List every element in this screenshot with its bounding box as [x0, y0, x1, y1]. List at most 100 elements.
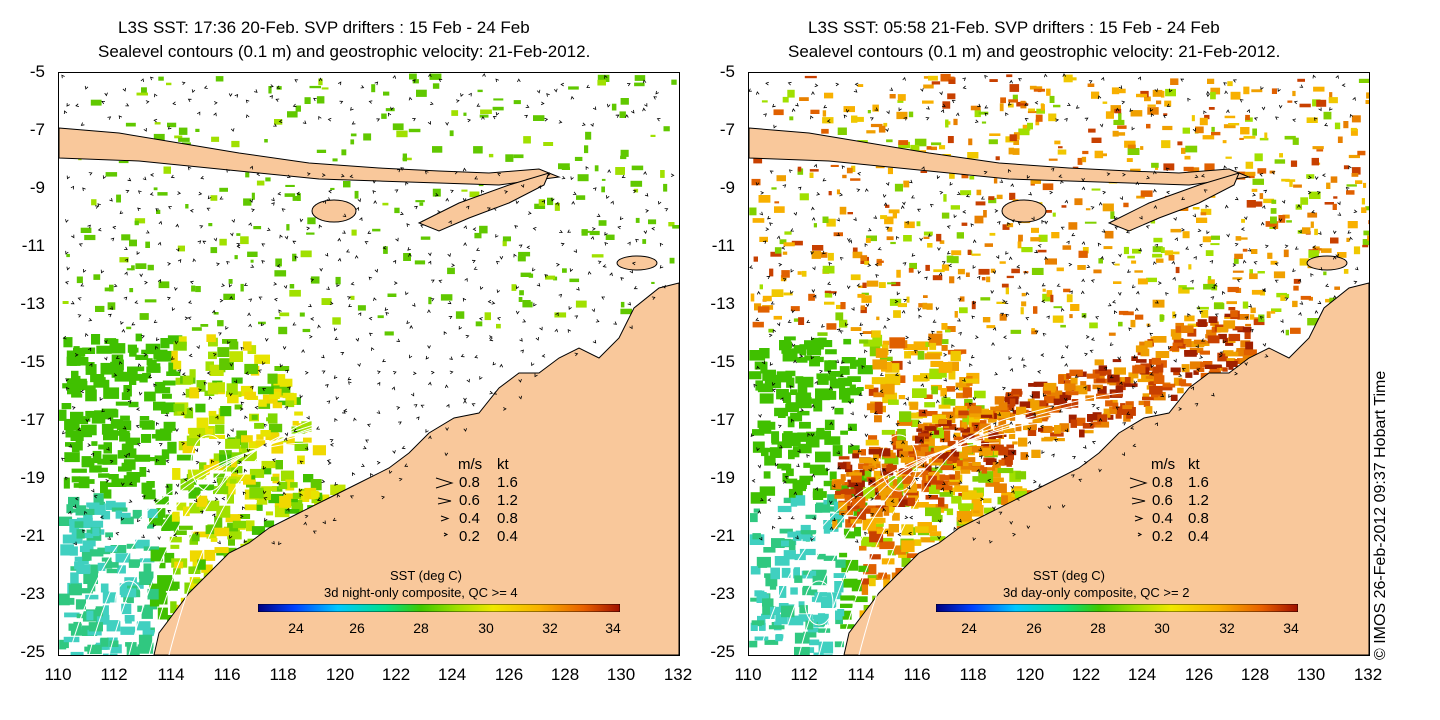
velocity-arrow [1325, 283, 1329, 287]
velocity-arrow [407, 247, 411, 251]
colorbar-tick: 32 [1219, 620, 1235, 636]
velocity-arrow [795, 535, 799, 540]
velocity-arrow [772, 525, 776, 530]
velocity-arrow [87, 347, 92, 352]
velocity-arrow [1317, 300, 1322, 305]
velocity-arrow [896, 291, 901, 296]
velocity-arrow [278, 541, 282, 546]
velocity-arrow [962, 378, 966, 382]
velocity-arrow [463, 225, 467, 229]
velocity-arrow [1005, 313, 1010, 318]
velocity-arrow [1009, 367, 1014, 372]
velocity-arrow [262, 465, 267, 470]
velocity-arrow [793, 359, 797, 364]
velocity-arrow [216, 262, 220, 267]
velocity-arrow [499, 363, 504, 368]
velocity-arrow [428, 260, 432, 265]
velocity-arrow [329, 301, 334, 305]
velocity-arrow [1051, 453, 1055, 458]
velocity-arrow [258, 296, 263, 300]
velocity-arrow [1115, 406, 1120, 410]
velocity-arrow [659, 265, 664, 269]
velocity-arrow [632, 189, 637, 194]
velocity-arrow [333, 375, 338, 379]
velocity-arrow [1247, 248, 1252, 252]
land-layer [749, 127, 1369, 655]
velocity-arrow [405, 181, 409, 186]
velocity-arrow [1049, 190, 1054, 195]
colorbar-tick: 34 [605, 620, 621, 636]
velocity-arrow [1317, 191, 1321, 195]
velocity-arrow [77, 314, 82, 318]
velocity-arrow [1025, 291, 1030, 296]
velocity-arrow [424, 170, 429, 175]
velocity-arrow [939, 191, 944, 195]
velocity-arrow [1168, 394, 1172, 398]
velocity-arrow [471, 259, 476, 264]
velocity-arrow [368, 276, 373, 281]
velocity-arrow [236, 243, 241, 247]
velocity-arrow [1244, 362, 1248, 366]
velocity-arrow [376, 118, 381, 122]
velocity-arrow [155, 458, 160, 463]
legend-ms-value: 0.6 [459, 492, 480, 509]
velocity-arrow [1178, 373, 1183, 377]
velocity-arrow [977, 103, 981, 108]
velocity-arrow [884, 530, 889, 535]
sealevel-contours [68, 392, 435, 655]
velocity-arrow [1033, 479, 1037, 484]
velocity-arrow [1080, 290, 1085, 295]
left-map[interactable] [58, 72, 680, 656]
velocity-arrow [167, 262, 172, 266]
velocity-arrow [263, 423, 268, 428]
velocity-arrow [625, 114, 629, 118]
legend-arrows-icon [1129, 477, 1148, 537]
velocity-arrow [606, 103, 611, 108]
velocity-arrow [127, 400, 132, 404]
velocity-arrow [791, 343, 796, 348]
velocity-arrow [1115, 107, 1120, 112]
velocity-arrow [749, 265, 753, 269]
velocity-arrow [1259, 316, 1264, 320]
velocity-arrow [1278, 218, 1283, 223]
velocity-arrow [358, 312, 362, 316]
velocity-arrow [108, 313, 112, 318]
velocity-arrow [532, 227, 537, 231]
velocity-arrow [760, 191, 765, 195]
velocity-arrow [909, 515, 914, 520]
velocity-arrow [126, 452, 130, 457]
velocity-arrow [1260, 86, 1264, 91]
velocity-arrow [78, 243, 83, 247]
contour-eddy [880, 434, 918, 492]
velocity-arrow [1333, 295, 1337, 299]
x-tick: 114 [847, 665, 875, 684]
velocity-arrow [123, 296, 128, 301]
velocity-arrow [943, 378, 947, 382]
velocity-arrow [1026, 175, 1031, 179]
velocity-arrow [790, 268, 794, 273]
velocity-arrow [782, 278, 787, 282]
velocity-arrow [592, 106, 597, 111]
left-title-line2: Sealevel contours (0.1 m) and geostrophi… [98, 42, 591, 61]
velocity-arrow [306, 172, 311, 176]
velocity-arrow [1008, 256, 1013, 261]
velocity-arrow [1169, 88, 1173, 93]
velocity-arrow [1239, 99, 1244, 103]
velocity-arrow [136, 251, 140, 255]
velocity-arrow [976, 275, 981, 280]
velocity-arrow [219, 298, 224, 303]
right-map[interactable] [748, 72, 1370, 656]
velocity-arrow [368, 332, 373, 337]
velocity-arrow [1292, 268, 1296, 273]
velocity-arrow [425, 429, 429, 433]
velocity-arrow [597, 260, 602, 264]
velocity-arrow [228, 93, 233, 97]
velocity-arrow [350, 107, 354, 111]
velocity-arrow [870, 117, 874, 121]
velocity-arrow [853, 89, 858, 93]
velocity-arrow [873, 215, 878, 219]
velocity-arrow [779, 444, 783, 449]
velocity-arrow [1118, 253, 1122, 258]
velocity-arrow [105, 479, 110, 483]
velocity-arrow [769, 170, 774, 174]
